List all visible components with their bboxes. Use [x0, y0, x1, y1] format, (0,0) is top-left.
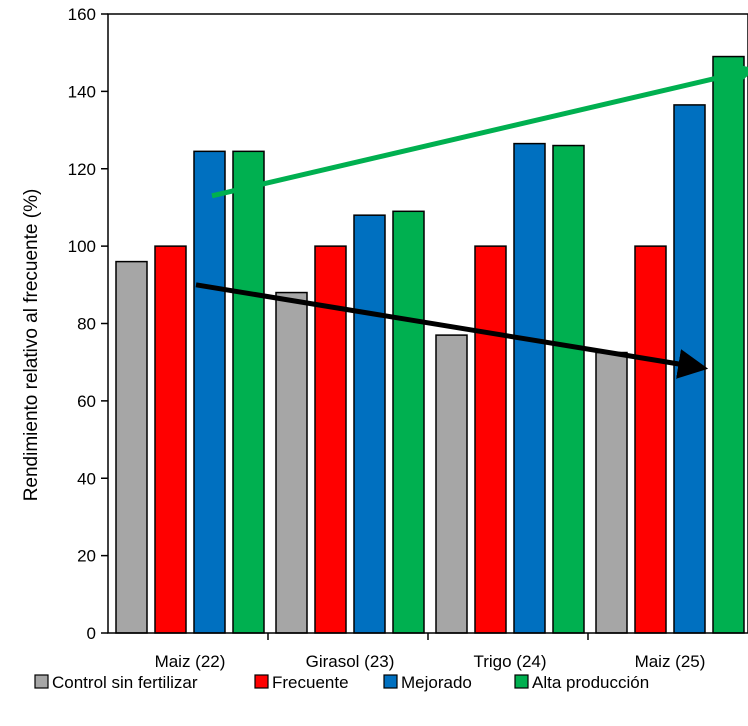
- y-tick-label: 80: [77, 315, 96, 334]
- x-tick-label: Maiz (22): [155, 652, 226, 671]
- legend-label: Frecuente: [272, 673, 349, 692]
- y-tick-label: 100: [68, 237, 96, 256]
- legend-item: Control sin fertilizar: [34, 673, 198, 692]
- legend-swatch: [383, 674, 398, 689]
- legend-item: Frecuente: [254, 673, 349, 692]
- legend-label: Control sin fertilizar: [52, 673, 198, 692]
- bar-2-1: [154, 245, 187, 634]
- legend-label: Mejorado: [401, 673, 472, 692]
- x-tick-label: Girasol (23): [306, 652, 395, 671]
- bar-4-3: [552, 144, 585, 634]
- bar-4-1: [232, 150, 265, 634]
- y-tick-label: 0: [87, 624, 96, 643]
- bar-2-3: [474, 245, 507, 634]
- bar-4-4: [712, 55, 745, 634]
- legend-swatch: [254, 674, 269, 689]
- black-trend-arrow: [195, 282, 709, 379]
- bars-layer: [115, 55, 745, 634]
- legend-swatch: [34, 674, 49, 689]
- legend-item: Alta producción: [514, 673, 649, 692]
- y-tick-label: 120: [68, 160, 96, 179]
- bar-1-4: [595, 351, 628, 634]
- y-axis-title: Rendimiento relativo al frecuente (%): [21, 189, 42, 502]
- trend-arrows: [195, 61, 748, 379]
- legend-label: Alta producción: [532, 673, 649, 692]
- bar-3-2: [353, 214, 386, 634]
- x-tick-label: Maiz (25): [635, 652, 706, 671]
- bar-4-2: [392, 210, 425, 634]
- bar-3-1: [193, 150, 226, 634]
- x-tick-label: Trigo (24): [473, 652, 546, 671]
- green-trend-arrow: [211, 61, 748, 199]
- legend-swatch: [514, 674, 529, 689]
- legend: Control sin fertilizar Frecuente Mejorado A…: [34, 673, 649, 692]
- y-tick-label: 20: [77, 547, 96, 566]
- bar-1-3: [435, 334, 468, 634]
- bar-2-4: [634, 245, 667, 634]
- legend-item: Mejorado: [383, 673, 472, 692]
- y-tick-label: 140: [68, 82, 96, 101]
- bar-3-3: [513, 142, 546, 634]
- y-tick-label: 40: [77, 469, 96, 488]
- bar-1-1: [115, 260, 148, 634]
- axes-layer: 0 20 40 60 80 100 120 140 160 Maiz (22) Girasol (2…: [68, 5, 748, 671]
- y-tick-label: 160: [68, 5, 96, 24]
- y-tick-label: 60: [77, 392, 96, 411]
- bar-1-2: [275, 291, 308, 634]
